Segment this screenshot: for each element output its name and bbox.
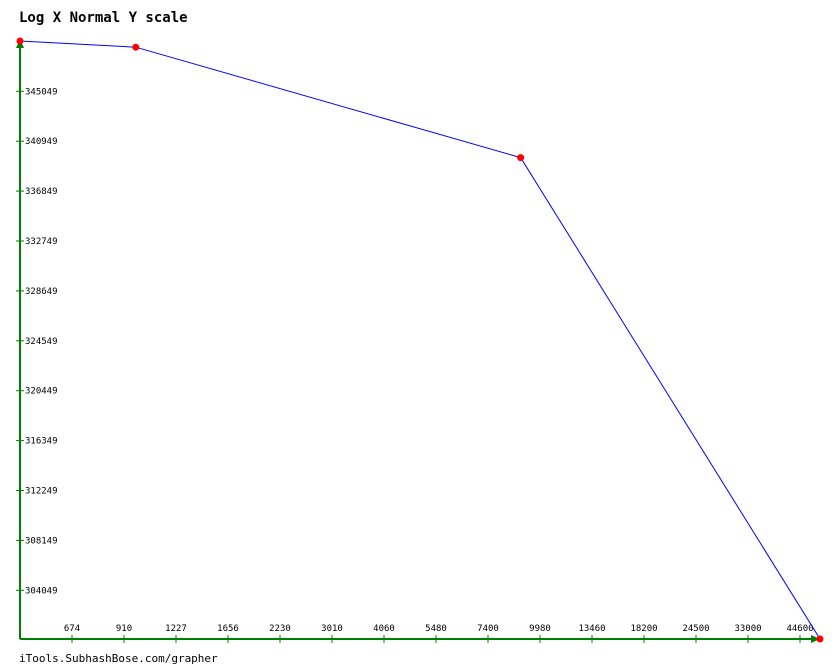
data-point: [816, 635, 824, 643]
y-ticks: 345049 340949 336849 332749 328649 324549 3204…: [16, 87, 58, 596]
data-point: [517, 154, 525, 162]
y-tick-label: 336849: [25, 187, 58, 197]
x-ticks: 674 910 1227 1656 2230 3010 4060 5480 7400 9980 13…: [64, 624, 814, 643]
x-tick-label: 2230: [269, 624, 291, 634]
series: [16, 37, 824, 643]
series-line: [19, 40, 821, 640]
x-tick-label: 1656: [217, 624, 239, 634]
x-tick-label: 18200: [630, 624, 657, 634]
y-tick-label: 332749: [25, 237, 58, 247]
x-tick-label: 910: [116, 624, 132, 634]
x-tick-label: 44600: [786, 624, 813, 634]
y-tick-label: 345049: [25, 87, 58, 97]
y-tick-label: 324549: [25, 337, 58, 347]
x-tick-label: 33000: [734, 624, 761, 634]
y-tick-label: 308149: [25, 536, 58, 546]
x-tick-label: 9980: [529, 624, 551, 634]
chart-title: Log X Normal Y scale: [19, 10, 188, 26]
x-tick-label: 3010: [321, 624, 343, 634]
x-tick-label: 7400: [477, 624, 499, 634]
x-tick-label: 4060: [373, 624, 395, 634]
y-tick-label: 316349: [25, 437, 58, 447]
x-tick-label: 674: [64, 624, 80, 634]
y-tick-label: 328649: [25, 287, 58, 297]
y-tick-label: 304049: [25, 586, 58, 596]
x-tick-label: 1227: [165, 624, 187, 634]
x-tick-label: 24500: [682, 624, 709, 634]
x-tick-label: 13460: [578, 624, 605, 634]
axes: [16, 39, 820, 643]
x-tick-label: 5480: [425, 624, 447, 634]
footer-credit: iTools.SubhashBose.com/grapher: [19, 652, 218, 665]
x-axis-arrow: [811, 635, 820, 643]
data-point: [132, 43, 140, 51]
y-tick-label: 340949: [25, 137, 58, 147]
y-tick-label: 312249: [25, 487, 58, 497]
y-tick-label: 320449: [25, 387, 58, 397]
data-point: [16, 37, 24, 45]
